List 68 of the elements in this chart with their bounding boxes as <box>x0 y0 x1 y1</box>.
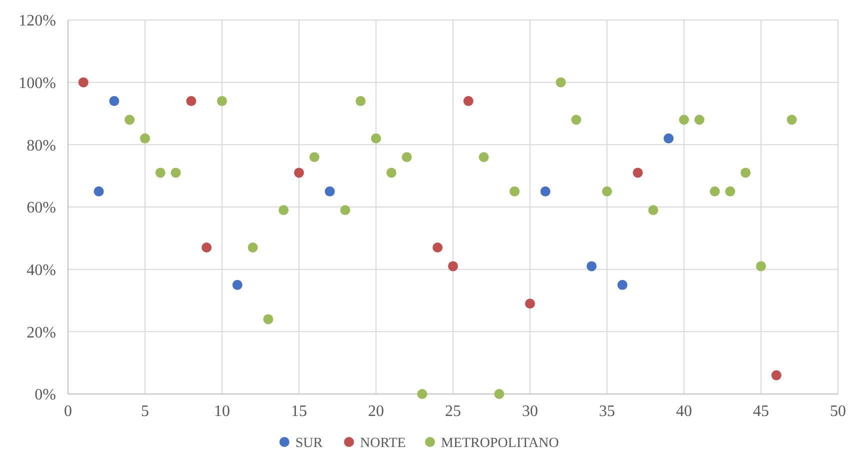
y-tick-label: 120% <box>18 12 56 30</box>
legend-label: NORTE <box>360 436 406 451</box>
point <box>710 186 720 196</box>
point <box>571 114 582 125</box>
point <box>170 168 181 178</box>
point <box>786 114 797 125</box>
point <box>725 186 736 196</box>
point <box>525 298 535 309</box>
point <box>356 96 366 106</box>
point <box>771 370 782 380</box>
point <box>617 280 628 290</box>
point <box>602 186 612 196</box>
y-tick-label: 100% <box>18 74 56 92</box>
y-tick-label: 60% <box>26 200 56 217</box>
point <box>556 77 566 88</box>
point <box>124 114 135 125</box>
point <box>510 186 520 196</box>
legend-label: SUR <box>295 436 324 451</box>
point <box>478 152 489 162</box>
legend-label: METROPOLITANO <box>441 436 559 451</box>
point <box>648 205 658 216</box>
x-tick-label: 10 <box>214 403 230 420</box>
point <box>402 152 412 162</box>
point <box>494 389 504 399</box>
point <box>664 133 674 144</box>
point <box>324 186 335 196</box>
x-tick-label: 35 <box>599 403 615 420</box>
x-tick-label: 30 <box>522 403 538 420</box>
point <box>386 168 396 178</box>
point <box>78 77 88 88</box>
point <box>155 168 166 178</box>
point <box>94 186 104 196</box>
x-tick-label: 20 <box>368 403 384 420</box>
point <box>309 152 320 162</box>
point <box>448 261 458 272</box>
point <box>371 133 381 144</box>
point <box>140 133 150 144</box>
y-tick-label: 40% <box>26 262 56 279</box>
x-tick-label: 25 <box>445 403 461 420</box>
y-tick-label: 80% <box>26 137 56 154</box>
point <box>632 168 643 178</box>
x-tick-label: 50 <box>830 403 846 420</box>
x-tick-label: 45 <box>753 403 769 420</box>
point <box>694 114 704 125</box>
point <box>232 280 242 290</box>
point <box>248 242 258 253</box>
point <box>417 389 428 399</box>
point <box>586 261 597 272</box>
point <box>186 96 196 106</box>
point <box>432 242 443 253</box>
point <box>679 114 689 125</box>
point <box>109 96 120 106</box>
y-tick-label: 0% <box>34 386 56 404</box>
point <box>263 314 274 324</box>
point <box>202 242 212 253</box>
point <box>340 205 350 216</box>
x-tick-label: 40 <box>676 403 692 420</box>
point <box>463 96 474 106</box>
x-tick-label: 0 <box>64 403 72 420</box>
x-tick-label: 5 <box>141 403 149 420</box>
x-tick-label: 15 <box>291 403 307 420</box>
y-tick-label: 20% <box>26 324 56 342</box>
point <box>294 168 304 178</box>
point <box>740 168 751 178</box>
point <box>217 96 227 106</box>
point <box>756 261 766 272</box>
point <box>278 205 289 216</box>
point <box>540 186 550 196</box>
